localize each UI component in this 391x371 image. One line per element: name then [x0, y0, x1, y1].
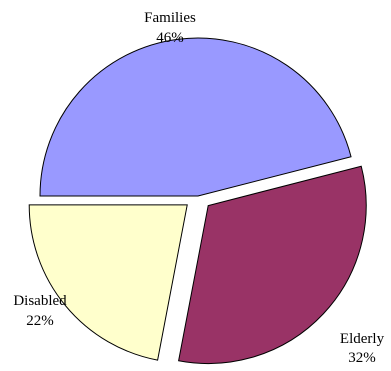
slice-percent-families: 46%: [156, 30, 184, 46]
pie-slice-disabled: [28, 204, 188, 361]
slice-percent-disabled: 22%: [26, 313, 54, 329]
slice-label-elderly: Elderly: [340, 331, 385, 347]
slice-label-disabled: Disabled: [13, 293, 67, 309]
pie-slice-families: [39, 37, 352, 197]
pie-slice-elderly: [178, 165, 367, 365]
slice-label-families: Families: [144, 10, 196, 26]
slice-percent-elderly: 32%: [348, 350, 376, 366]
